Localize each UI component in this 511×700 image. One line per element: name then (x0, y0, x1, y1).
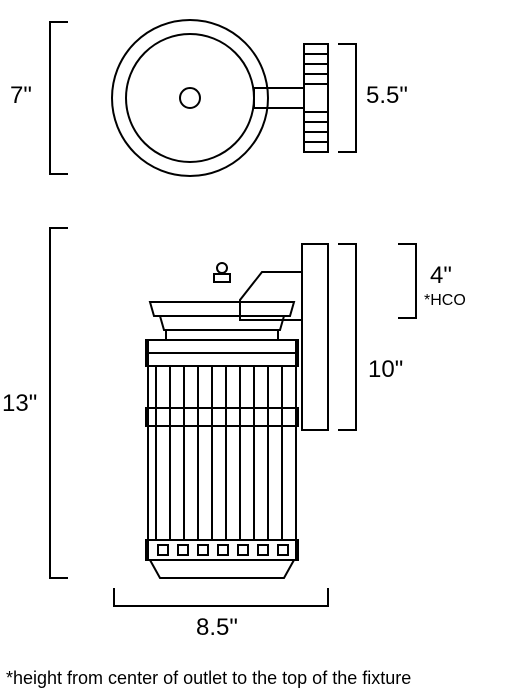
diagram-container: 7" 5.5" 13" 10" 4" *HCO 8.5" *height fro… (0, 0, 511, 700)
label-8-5in: 8.5" (196, 614, 238, 642)
label-hco: *HCO (424, 292, 466, 310)
sideview-wallplate (302, 244, 328, 430)
topview-wallplate (304, 44, 328, 152)
topview-outer-circle (112, 20, 268, 176)
dim-bracket-side-left (50, 228, 68, 578)
lantern-cap-mid (160, 316, 284, 330)
label-13in: 13" (2, 390, 37, 418)
label-5-5in: 5.5" (366, 82, 408, 110)
dim-bracket-side-right-4 (398, 244, 416, 318)
dim-bracket-top-right (338, 44, 356, 152)
topview-inner-circle (126, 34, 254, 162)
sideview-arm (240, 272, 302, 320)
fixture-diagram (0, 0, 511, 700)
dim-bracket-top-left (50, 22, 68, 174)
finial-neck (214, 274, 230, 282)
topview-center-circle (180, 88, 200, 108)
label-10in: 10" (368, 356, 403, 384)
lantern-collar (166, 330, 278, 340)
footnote-text: *height from center of outlet to the top… (6, 668, 411, 689)
dim-bracket-side-right-10 (338, 244, 356, 430)
label-7in: 7" (10, 82, 32, 110)
lantern-cap-top (150, 302, 294, 316)
topview-arm (254, 88, 304, 108)
dim-bracket-bottom (114, 588, 328, 606)
lantern-mid-band (146, 408, 298, 426)
finial-top (217, 263, 227, 273)
lantern-bottom (150, 560, 294, 578)
label-4in: 4" (430, 262, 452, 290)
